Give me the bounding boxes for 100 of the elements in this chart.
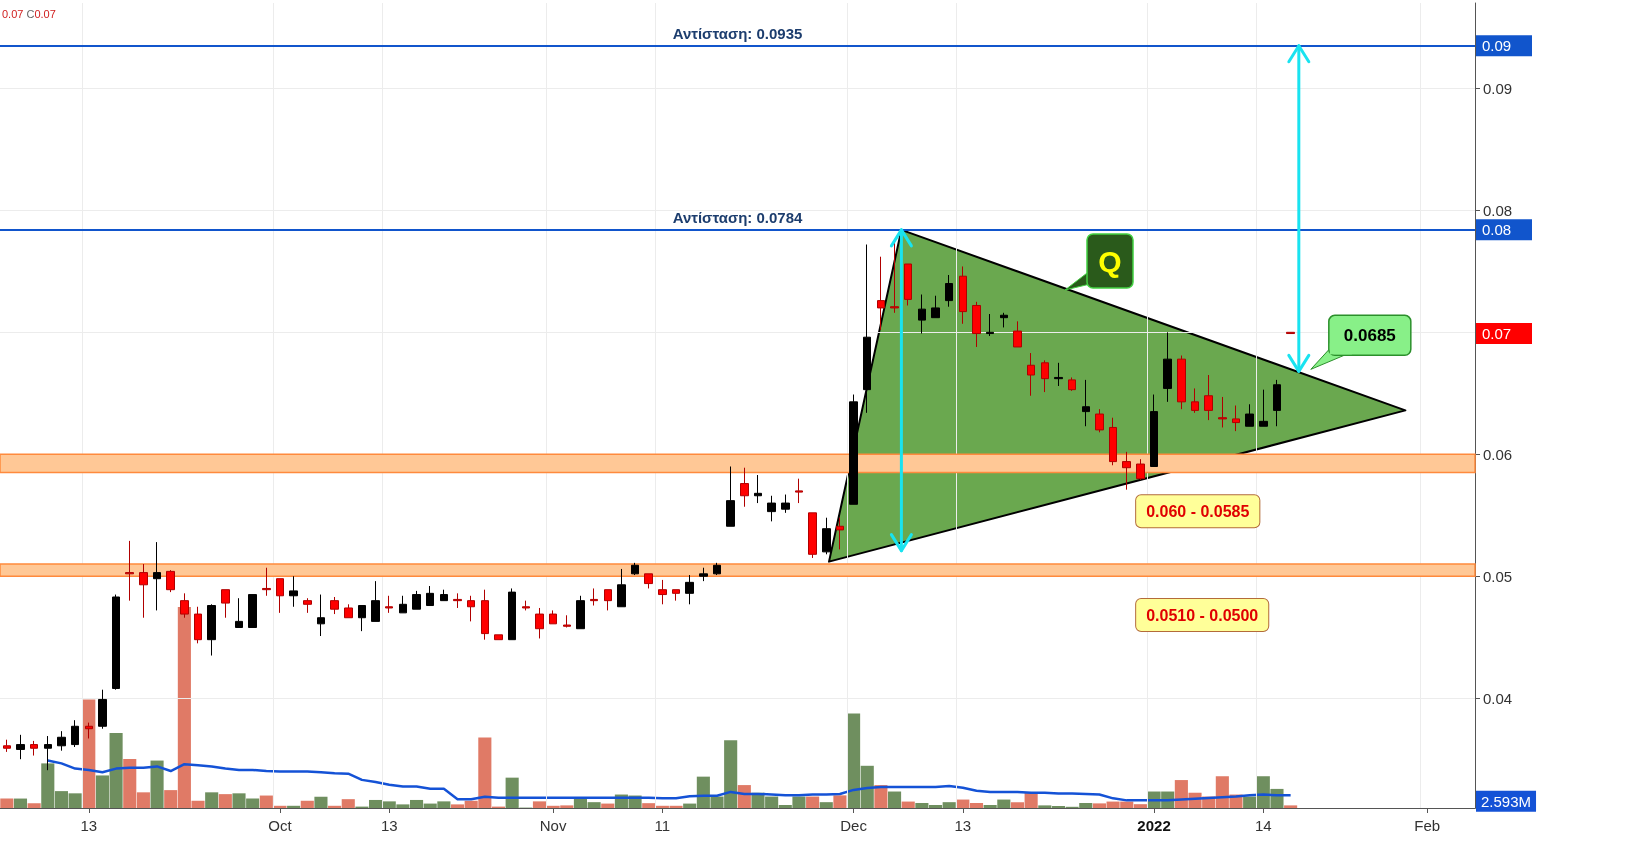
bar (13, 798, 28, 808)
x-tick-label: 13 (954, 817, 972, 834)
candlestick (863, 244, 871, 414)
annotation: Q (1098, 245, 1122, 278)
candlestick (71, 719, 79, 748)
annotation: 0.07 C0.07 (2, 7, 56, 20)
candlestick (221, 589, 230, 619)
bar (806, 796, 820, 808)
y-tick-label: 0.08 (1483, 201, 1513, 219)
x-tick-label: 14 (1254, 817, 1272, 834)
candlestick (822, 517, 831, 555)
candlestick (289, 575, 298, 608)
bar (1284, 805, 1298, 808)
candlestick (904, 263, 912, 306)
candlestick (235, 597, 243, 628)
candlestick (1232, 405, 1240, 432)
bar (874, 785, 888, 808)
candlestick (399, 595, 407, 614)
candlestick (508, 587, 516, 641)
candlestick (617, 568, 626, 608)
bar (27, 803, 41, 808)
candlestick (276, 578, 284, 614)
candlestick (467, 595, 475, 622)
candlestick (385, 595, 393, 614)
candlestick (644, 573, 653, 589)
candlestick (959, 265, 967, 325)
annotation: 0.0685 (1343, 326, 1396, 346)
bar (82, 699, 96, 808)
candlestick (563, 614, 571, 628)
candlestick (767, 495, 776, 522)
candlestick (303, 597, 312, 614)
band-label: 0.060 - 0.0585 (1146, 502, 1250, 520)
candlestick (194, 606, 202, 644)
candlestick (358, 605, 366, 632)
text: 0.07 (1482, 325, 1512, 343)
candlestick (371, 580, 380, 622)
bar (819, 802, 833, 808)
x-tick-label: Feb (1414, 817, 1441, 834)
bar (833, 795, 847, 808)
candlestick (726, 465, 735, 527)
candlestick (494, 634, 503, 641)
candlestick (1013, 320, 1022, 348)
bar (150, 760, 164, 808)
candlestick (207, 603, 216, 657)
candlestick (1122, 451, 1131, 491)
candlestick (1000, 312, 1008, 328)
candlestick (1150, 394, 1158, 467)
bar (901, 801, 915, 808)
y-tick-label: 0.09 (1483, 79, 1513, 97)
bar (287, 805, 301, 808)
x-tick-label: 13 (80, 817, 98, 834)
candlestick (535, 607, 544, 639)
candlestick (945, 274, 953, 308)
candlestick (1109, 417, 1117, 466)
text: 2.593M (1481, 792, 1532, 810)
y-tick-label: 0.05 (1483, 567, 1513, 585)
candlestick (836, 517, 844, 550)
candlestick (57, 730, 66, 752)
candlestick (604, 589, 612, 611)
candlestick (112, 594, 120, 691)
candlestick (153, 541, 161, 611)
candlestick (344, 603, 353, 619)
candlestick (986, 313, 994, 337)
candlestick (931, 295, 940, 319)
bar (888, 791, 902, 808)
bar (300, 800, 314, 808)
candlestick (1082, 379, 1090, 427)
candlestick (522, 600, 530, 611)
candlestick (877, 256, 885, 331)
candlestick (972, 301, 981, 348)
candlestick (125, 540, 134, 602)
candlestick (740, 467, 749, 508)
candlestick (30, 740, 38, 757)
candlestick (1095, 408, 1104, 433)
candlestick (918, 294, 926, 335)
candlestick (1163, 331, 1172, 403)
candlestick (1068, 376, 1076, 392)
ref-line-label: Αντίσταση: 0.0784 (672, 208, 803, 226)
candlestick (262, 567, 271, 597)
band-label: 0.0510 - 0.0500 (1146, 606, 1259, 624)
candlestick (166, 569, 175, 593)
candlestick (590, 587, 598, 607)
candlestick (658, 579, 667, 605)
y-tick-label: 0.06 (1483, 445, 1513, 463)
candlestick (1259, 389, 1268, 427)
candlestick (1273, 379, 1281, 427)
candlestick (781, 494, 790, 514)
x-tick-label: 13 (380, 817, 398, 834)
candlestick (3, 739, 11, 753)
candlestick (248, 594, 257, 628)
candlestick (412, 590, 421, 610)
candlestick (481, 589, 489, 641)
candlestick (1054, 362, 1063, 387)
candlestick (440, 589, 448, 602)
candlestick (713, 562, 721, 576)
candlestick (685, 574, 694, 605)
bar (218, 794, 232, 808)
candlestick (795, 478, 803, 504)
candlestick (1177, 354, 1186, 410)
candlestick (1245, 403, 1254, 427)
